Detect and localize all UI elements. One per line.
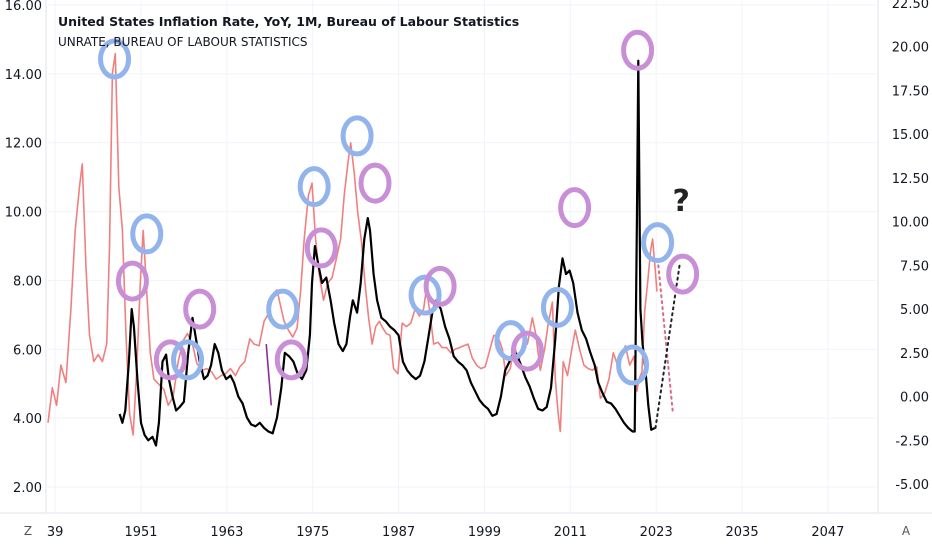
- chart-title: United States Inflation Rate, YoY, 1M, B…: [58, 14, 520, 29]
- highlight-circle: [340, 115, 374, 157]
- chart-subtitle: UNRATE, BUREAU OF LABOUR STATISTICS: [58, 35, 308, 49]
- highlight-circle: [510, 330, 544, 372]
- x-tick-label: 1963: [210, 525, 243, 540]
- right-tick-label: 17.50: [892, 84, 929, 99]
- x-tick-label: 39: [47, 525, 64, 540]
- grid-lines: [0, 0, 932, 514]
- right-tick-label: 2.50: [900, 347, 929, 362]
- right-tick-label: 0.00: [900, 391, 929, 406]
- highlight-circle: [423, 265, 457, 307]
- x-tick-label: 2035: [726, 525, 759, 540]
- highlight-circle: [266, 288, 300, 330]
- right-tick-label: 10.00: [892, 216, 929, 231]
- highlight-circle: [171, 339, 205, 381]
- series-line-0: [47, 52, 658, 436]
- highlight-circle: [408, 274, 442, 316]
- x-tick-label: 2047: [811, 525, 844, 540]
- inflation-projection-line: [657, 264, 674, 412]
- highlight-circle: [558, 187, 592, 229]
- highlight-circle: [616, 344, 650, 386]
- x-axis: 39 1951 1963 1975 1987 1999 2011 2023 2035 2047: [47, 525, 845, 540]
- right-tick-label: 12.50: [892, 172, 929, 187]
- highlight-circle: [666, 253, 700, 295]
- left-tick-label: 8.00: [13, 274, 42, 289]
- highlight-circle: [130, 213, 164, 255]
- highlight-circle: [621, 29, 655, 71]
- highlight-circles: [98, 29, 700, 386]
- highlight-circle: [297, 166, 331, 208]
- x-tick-label: 2011: [554, 525, 587, 540]
- x-tick-label: 2023: [640, 525, 673, 540]
- right-tick-label: 22.50: [892, 0, 929, 12]
- right-tick-label: -2.50: [895, 434, 929, 449]
- question-mark-annotation: ?: [673, 184, 690, 219]
- left-tick-label: 14.00: [5, 68, 42, 83]
- highlight-circle: [540, 286, 574, 328]
- left-tick-label: 2.00: [13, 481, 42, 496]
- highlight-circle: [641, 222, 675, 264]
- left-axis: 2.00 4.00 6.00 8.00 10.00 12.00 14.00 16.00: [5, 0, 42, 496]
- chart-legend: United States Inflation Rate, YoY, 1M, B…: [58, 14, 519, 49]
- highlight-circle: [153, 339, 187, 381]
- left-tick-label: 4.00: [13, 412, 42, 427]
- highlight-circle: [115, 260, 149, 302]
- right-tick-label: 7.50: [900, 259, 929, 274]
- purple-annotation-line: [265, 344, 273, 406]
- right-tick-label: 15.00: [892, 128, 929, 143]
- highlight-circle: [98, 38, 132, 80]
- x-tick-label: 1987: [382, 525, 415, 540]
- highlight-circle: [358, 162, 392, 204]
- left-tick-label: 16.00: [5, 0, 42, 14]
- left-tick-label: 6.00: [13, 343, 42, 358]
- series-line-1: [118, 59, 656, 447]
- right-tick-label: -5.00: [895, 478, 929, 493]
- highlight-circle: [183, 288, 217, 330]
- highlight-circle: [304, 227, 338, 269]
- x-tick-label: 1951: [124, 525, 157, 540]
- right-tick-label: 5.00: [900, 303, 929, 318]
- x-tick-label: 1999: [468, 525, 501, 540]
- x-tick-label: 1975: [296, 525, 329, 540]
- right-tick-label: 20.00: [892, 41, 929, 56]
- auto-scale-button[interactable]: A: [895, 520, 917, 542]
- annotation-layer: ?: [265, 184, 690, 430]
- highlight-circle: [274, 339, 308, 381]
- highlight-circle: [494, 320, 528, 362]
- right-axis: -5.00 -2.50 0.00 2.50 5.00 7.50 10.00 12.50 15.0…: [892, 0, 929, 493]
- left-tick-label: 10.00: [5, 206, 42, 221]
- scale-zoom-button[interactable]: Z: [17, 520, 39, 542]
- left-tick-label: 12.00: [5, 137, 42, 152]
